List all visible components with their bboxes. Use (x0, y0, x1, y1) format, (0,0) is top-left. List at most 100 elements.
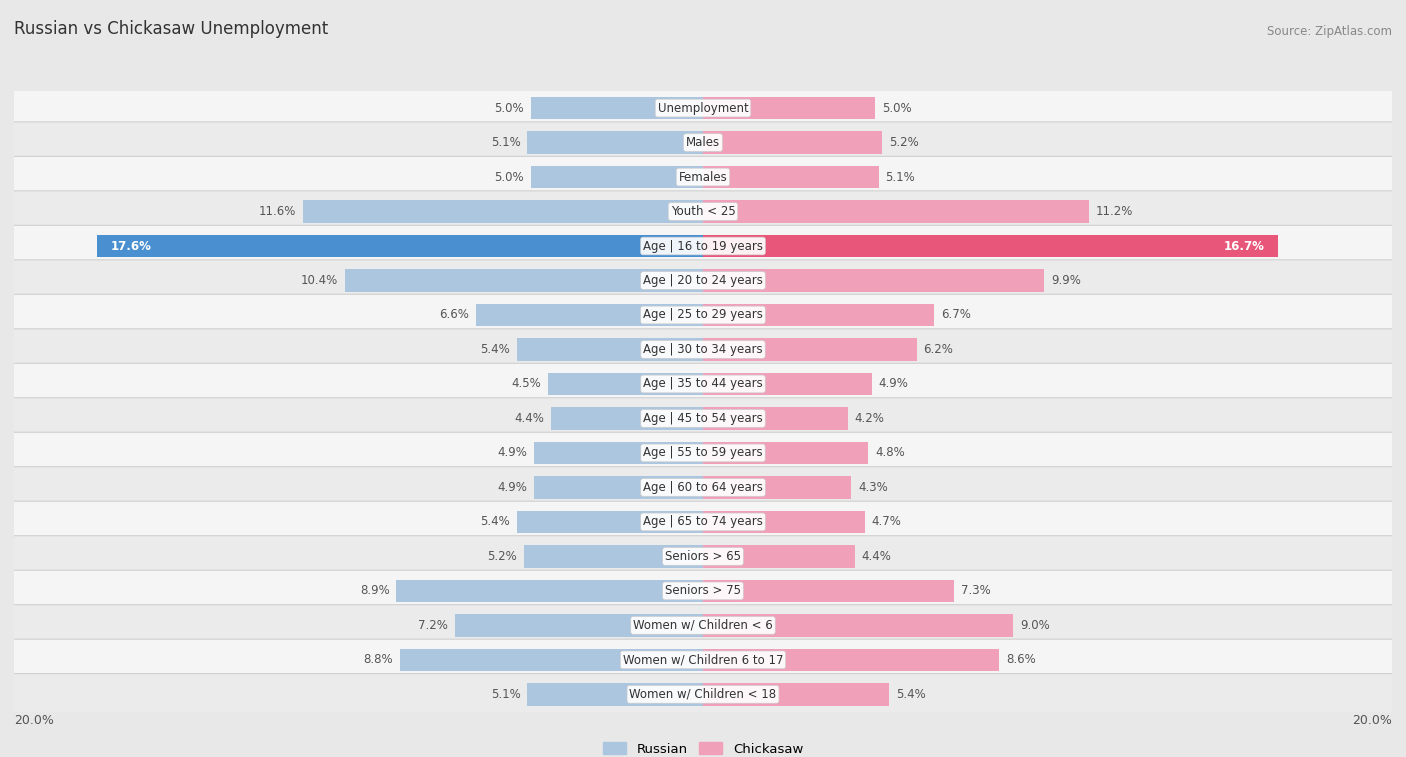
Text: Age | 16 to 19 years: Age | 16 to 19 years (643, 239, 763, 253)
Text: 20.0%: 20.0% (1353, 714, 1392, 727)
Text: 5.0%: 5.0% (882, 101, 911, 114)
FancyBboxPatch shape (11, 432, 1395, 474)
Bar (396, 580, 703, 602)
Text: 9.0%: 9.0% (1019, 619, 1050, 632)
FancyBboxPatch shape (11, 87, 1395, 129)
Text: 5.4%: 5.4% (481, 516, 510, 528)
Text: 4.8%: 4.8% (875, 447, 905, 459)
Bar (531, 166, 703, 188)
Text: 8.9%: 8.9% (360, 584, 389, 597)
Text: Women w/ Children < 6: Women w/ Children < 6 (633, 619, 773, 632)
Text: 5.2%: 5.2% (488, 550, 517, 563)
Text: 20.0%: 20.0% (14, 714, 53, 727)
Bar (703, 545, 855, 568)
Text: Seniors > 65: Seniors > 65 (665, 550, 741, 563)
Text: 7.2%: 7.2% (418, 619, 449, 632)
Bar (703, 614, 1012, 637)
Text: 5.1%: 5.1% (491, 688, 520, 701)
Text: 5.2%: 5.2% (889, 136, 918, 149)
Bar (534, 476, 703, 499)
Bar (344, 269, 703, 291)
Text: Source: ZipAtlas.com: Source: ZipAtlas.com (1267, 25, 1392, 38)
Bar (399, 649, 703, 671)
Bar (703, 683, 889, 706)
Bar (527, 683, 703, 706)
Bar (703, 476, 851, 499)
Text: 6.6%: 6.6% (439, 309, 468, 322)
Text: 4.9%: 4.9% (879, 378, 908, 391)
Bar (456, 614, 703, 637)
Text: 4.2%: 4.2% (855, 412, 884, 425)
FancyBboxPatch shape (11, 294, 1395, 335)
Bar (703, 580, 955, 602)
Text: 4.4%: 4.4% (515, 412, 544, 425)
FancyBboxPatch shape (11, 570, 1395, 612)
Text: 5.4%: 5.4% (896, 688, 925, 701)
FancyBboxPatch shape (11, 501, 1395, 543)
FancyBboxPatch shape (11, 260, 1395, 301)
Text: Age | 25 to 29 years: Age | 25 to 29 years (643, 309, 763, 322)
Bar (703, 304, 934, 326)
FancyBboxPatch shape (11, 157, 1395, 198)
Text: 6.7%: 6.7% (941, 309, 970, 322)
FancyBboxPatch shape (11, 363, 1395, 405)
Text: 4.5%: 4.5% (512, 378, 541, 391)
Text: Males: Males (686, 136, 720, 149)
Bar (703, 442, 869, 464)
FancyBboxPatch shape (11, 605, 1395, 646)
Text: 6.2%: 6.2% (924, 343, 953, 356)
Text: 4.9%: 4.9% (498, 447, 527, 459)
FancyBboxPatch shape (11, 191, 1395, 232)
Bar (517, 511, 703, 533)
Text: Youth < 25: Youth < 25 (671, 205, 735, 218)
Text: Age | 35 to 44 years: Age | 35 to 44 years (643, 378, 763, 391)
FancyBboxPatch shape (11, 467, 1395, 508)
FancyBboxPatch shape (11, 536, 1395, 577)
Text: 16.7%: 16.7% (1223, 239, 1264, 253)
Bar (703, 649, 1000, 671)
Bar (703, 235, 1278, 257)
Bar (531, 97, 703, 120)
Bar (703, 372, 872, 395)
Bar (524, 545, 703, 568)
Bar (517, 338, 703, 360)
Bar (304, 201, 703, 223)
Bar (703, 97, 875, 120)
FancyBboxPatch shape (11, 674, 1395, 715)
Text: Seniors > 75: Seniors > 75 (665, 584, 741, 597)
Text: 7.3%: 7.3% (962, 584, 991, 597)
Bar (551, 407, 703, 430)
Text: Women w/ Children 6 to 17: Women w/ Children 6 to 17 (623, 653, 783, 666)
Text: 4.7%: 4.7% (872, 516, 901, 528)
Text: 11.2%: 11.2% (1095, 205, 1133, 218)
FancyBboxPatch shape (11, 639, 1395, 681)
Bar (97, 235, 703, 257)
Bar (527, 132, 703, 154)
Text: 5.1%: 5.1% (491, 136, 520, 149)
Text: 4.9%: 4.9% (498, 481, 527, 494)
Text: 5.4%: 5.4% (481, 343, 510, 356)
Text: 11.6%: 11.6% (259, 205, 297, 218)
Bar (703, 511, 865, 533)
Bar (703, 132, 882, 154)
Bar (534, 442, 703, 464)
Bar (703, 269, 1045, 291)
FancyBboxPatch shape (11, 226, 1395, 266)
Text: 8.8%: 8.8% (363, 653, 392, 666)
Bar (475, 304, 703, 326)
Text: Age | 45 to 54 years: Age | 45 to 54 years (643, 412, 763, 425)
Text: 4.3%: 4.3% (858, 481, 887, 494)
Text: 5.0%: 5.0% (495, 101, 524, 114)
Text: 10.4%: 10.4% (301, 274, 337, 287)
FancyBboxPatch shape (11, 329, 1395, 370)
Text: Russian vs Chickasaw Unemployment: Russian vs Chickasaw Unemployment (14, 20, 329, 38)
Text: 5.0%: 5.0% (495, 170, 524, 183)
Bar (703, 407, 848, 430)
Text: Age | 55 to 59 years: Age | 55 to 59 years (643, 447, 763, 459)
Bar (703, 338, 917, 360)
Text: Females: Females (679, 170, 727, 183)
Text: 4.4%: 4.4% (862, 550, 891, 563)
Text: 5.1%: 5.1% (886, 170, 915, 183)
Text: Age | 65 to 74 years: Age | 65 to 74 years (643, 516, 763, 528)
Text: Women w/ Children < 18: Women w/ Children < 18 (630, 688, 776, 701)
